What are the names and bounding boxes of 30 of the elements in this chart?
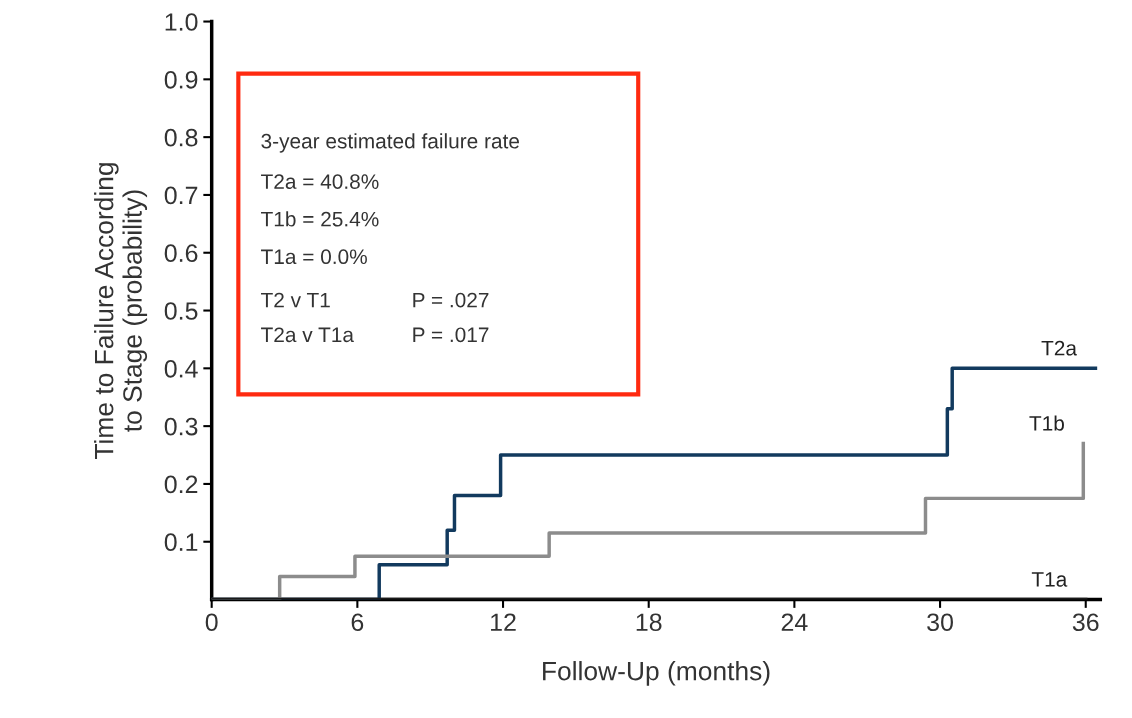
x-tick-label: 12 — [491, 613, 516, 631]
y-tick-label: 1.0 — [165, 13, 198, 31]
x-axis-title: Follow-Up (months) — [543, 661, 770, 686]
y-tick-label: 0.8 — [164, 128, 198, 147]
y-tick-label: 0.6 — [164, 244, 198, 263]
annotation: P = .017 — [413, 327, 489, 343]
y-axis-title: Time to Failure According to Stage (probability) — [94, 163, 148, 460]
y-tick-label: 0.1 — [164, 533, 198, 552]
annotation: T2a = 40.8% — [261, 174, 379, 189]
y-tick-label: 0.4 — [164, 359, 198, 378]
y-tick-label: 0.5 — [164, 302, 198, 320]
x-tick-label: 6 — [351, 613, 364, 632]
x-tick-label: 30 — [927, 613, 953, 632]
annotation: T2a v T1a — [261, 327, 354, 343]
series-label: T1b — [1029, 415, 1064, 431]
annotation: T1a = 0.0% — [261, 249, 367, 265]
series-label: T1a — [1031, 572, 1068, 587]
x-tick-label: 0 — [205, 613, 218, 632]
annotation: 3-year estimated failure rate — [261, 133, 520, 153]
x-tick-label: 24 — [781, 613, 808, 631]
y-tick-label: 0.2 — [164, 475, 198, 494]
annotation: T2 v T1 — [261, 292, 330, 308]
y-tick-label: 0.7 — [164, 186, 198, 205]
annotation: T1b = 25.4% — [261, 211, 379, 227]
annotation: P = .027 — [413, 292, 489, 308]
y-tick-label: 0.3 — [164, 417, 198, 436]
series-label: T2a — [1041, 340, 1077, 356]
y-tick-label: 0.9 — [164, 70, 198, 89]
x-tick-label: 18 — [636, 613, 662, 632]
x-tick-label: 36 — [1072, 613, 1099, 632]
